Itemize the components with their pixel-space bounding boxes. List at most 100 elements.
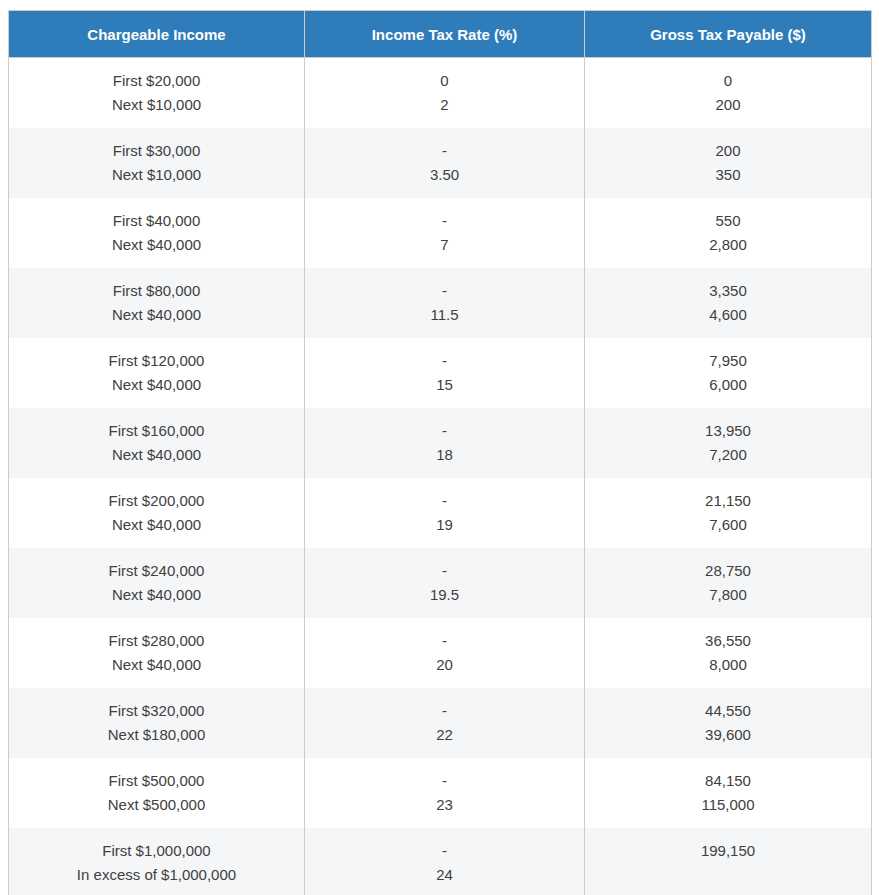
cell-line: Next $500,000 [9, 793, 304, 817]
cell-line: 11.5 [305, 303, 584, 327]
cell-line: - [305, 769, 584, 793]
cell-line: 23 [305, 793, 584, 817]
table-row: First $40,000Next $40,000 -7 5502,800 [9, 198, 872, 268]
table-row: First $1,000,000In excess of $1,000,000 … [9, 828, 872, 895]
cell-line: First $320,000 [9, 699, 304, 723]
cell-gross-tax-payable: 5502,800 [585, 198, 872, 268]
table-row: First $20,000Next $10,000 02 0200 [9, 58, 872, 129]
cell-chargeable-income: First $500,000Next $500,000 [9, 758, 305, 828]
cell-line: 2,800 [585, 233, 871, 257]
cell-line: 13,950 [585, 419, 871, 443]
cell-gross-tax-payable: 0200 [585, 58, 872, 129]
cell-line: - [305, 349, 584, 373]
cell-income-tax-rate: -11.5 [305, 268, 585, 338]
cell-line: 28,750 [585, 559, 871, 583]
cell-chargeable-income: First $320,000Next $180,000 [9, 688, 305, 758]
cell-line: 20 [305, 653, 584, 677]
column-header-chargeable-income: Chargeable Income [9, 11, 305, 58]
cell-gross-tax-payable: 44,55039,600 [585, 688, 872, 758]
cell-gross-tax-payable: 13,9507,200 [585, 408, 872, 478]
header-row: Chargeable Income Income Tax Rate (%) Gr… [9, 11, 872, 58]
table-row: First $30,000Next $10,000 -3.50 200350 [9, 128, 872, 198]
cell-chargeable-income: First $240,000Next $40,000 [9, 548, 305, 618]
cell-line [585, 863, 871, 887]
cell-line: 550 [585, 209, 871, 233]
cell-gross-tax-payable: 21,1507,600 [585, 478, 872, 548]
cell-gross-tax-payable: 36,5508,000 [585, 618, 872, 688]
cell-line: 7,800 [585, 583, 871, 607]
cell-line: - [305, 559, 584, 583]
cell-line: 4,600 [585, 303, 871, 327]
column-header-income-tax-rate: Income Tax Rate (%) [305, 11, 585, 58]
table-row: First $240,000Next $40,000 -19.5 28,7507… [9, 548, 872, 618]
cell-income-tax-rate: -19 [305, 478, 585, 548]
cell-line: 6,000 [585, 373, 871, 397]
cell-line: - [305, 139, 584, 163]
cell-line: Next $10,000 [9, 93, 304, 117]
cell-income-tax-rate: -3.50 [305, 128, 585, 198]
cell-gross-tax-payable: 3,3504,600 [585, 268, 872, 338]
cell-line: First $160,000 [9, 419, 304, 443]
cell-line: Next $40,000 [9, 653, 304, 677]
cell-line: 350 [585, 163, 871, 187]
tax-table-container: Chargeable Income Income Tax Rate (%) Gr… [8, 10, 871, 895]
cell-income-tax-rate: -20 [305, 618, 585, 688]
cell-line: Next $40,000 [9, 513, 304, 537]
cell-line: First $200,000 [9, 489, 304, 513]
cell-chargeable-income: First $280,000Next $40,000 [9, 618, 305, 688]
cell-line: 3.50 [305, 163, 584, 187]
cell-line: - [305, 279, 584, 303]
cell-income-tax-rate: -7 [305, 198, 585, 268]
cell-gross-tax-payable: 7,9506,000 [585, 338, 872, 408]
cell-income-tax-rate: -19.5 [305, 548, 585, 618]
table-row: First $120,000Next $40,000 -15 7,9506,00… [9, 338, 872, 408]
cell-chargeable-income: First $80,000Next $40,000 [9, 268, 305, 338]
cell-line: - [305, 209, 584, 233]
cell-line: First $500,000 [9, 769, 304, 793]
cell-chargeable-income: First $200,000Next $40,000 [9, 478, 305, 548]
cell-line: - [305, 839, 584, 863]
cell-line: 24 [305, 863, 584, 887]
cell-line: First $280,000 [9, 629, 304, 653]
cell-line: 39,600 [585, 723, 871, 747]
cell-line: 199,150 [585, 839, 871, 863]
income-tax-table: Chargeable Income Income Tax Rate (%) Gr… [8, 10, 872, 895]
cell-line: 15 [305, 373, 584, 397]
cell-line: 7,950 [585, 349, 871, 373]
cell-line: 21,150 [585, 489, 871, 513]
cell-income-tax-rate: -22 [305, 688, 585, 758]
cell-line: - [305, 489, 584, 513]
table-row: First $500,000Next $500,000 -23 84,15011… [9, 758, 872, 828]
cell-line: 200 [585, 139, 871, 163]
table-header: Chargeable Income Income Tax Rate (%) Gr… [9, 11, 872, 58]
cell-chargeable-income: First $20,000Next $10,000 [9, 58, 305, 129]
cell-line: First $240,000 [9, 559, 304, 583]
cell-line: 2 [305, 93, 584, 117]
cell-line: 7 [305, 233, 584, 257]
cell-chargeable-income: First $40,000Next $40,000 [9, 198, 305, 268]
cell-income-tax-rate: -18 [305, 408, 585, 478]
cell-line: - [305, 699, 584, 723]
cell-line: 19 [305, 513, 584, 537]
cell-income-tax-rate: -23 [305, 758, 585, 828]
cell-line: 7,600 [585, 513, 871, 537]
cell-income-tax-rate: 02 [305, 58, 585, 129]
cell-line: 115,000 [585, 793, 871, 817]
cell-line: 8,000 [585, 653, 871, 677]
cell-line: Next $180,000 [9, 723, 304, 747]
cell-line: Next $40,000 [9, 373, 304, 397]
cell-line: 7,200 [585, 443, 871, 467]
cell-line: Next $40,000 [9, 583, 304, 607]
cell-line: Next $40,000 [9, 233, 304, 257]
table-row: First $280,000Next $40,000 -20 36,5508,0… [9, 618, 872, 688]
table-row: First $320,000Next $180,000 -22 44,55039… [9, 688, 872, 758]
cell-line: 44,550 [585, 699, 871, 723]
cell-gross-tax-payable: 28,7507,800 [585, 548, 872, 618]
cell-line: First $40,000 [9, 209, 304, 233]
cell-line: 200 [585, 93, 871, 117]
cell-line: 22 [305, 723, 584, 747]
cell-line: First $120,000 [9, 349, 304, 373]
cell-line: 3,350 [585, 279, 871, 303]
cell-line: 0 [585, 69, 871, 93]
cell-line: First $20,000 [9, 69, 304, 93]
